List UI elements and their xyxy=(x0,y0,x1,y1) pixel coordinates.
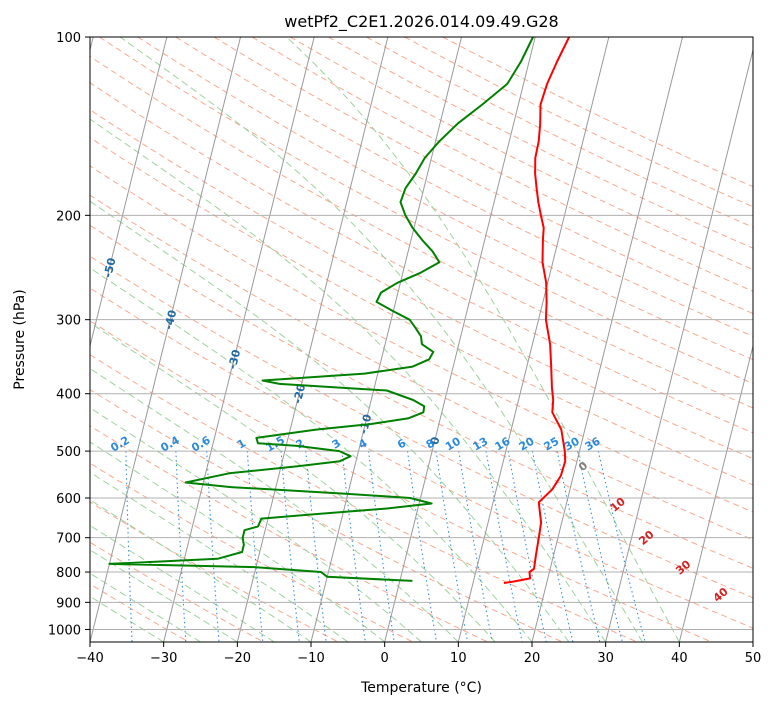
moist-adiabat-line xyxy=(90,441,386,642)
x-tick-label: 0 xyxy=(381,651,389,666)
isotherm-line xyxy=(90,37,242,642)
plot-frame xyxy=(89,36,754,643)
dry-adiabat-line xyxy=(90,136,753,486)
mixing-ratio-line xyxy=(406,451,437,642)
moist-adiabat-line xyxy=(90,549,238,642)
dry-adiabat-line xyxy=(175,37,753,337)
mixing-ratio-line xyxy=(368,451,395,642)
dry-adiabat-line xyxy=(90,109,753,460)
moist-adiabat-line xyxy=(90,524,275,642)
x-tick-label: −10 xyxy=(297,651,324,666)
x-tick-label: 20 xyxy=(524,651,541,666)
y-tick-label: 1000 xyxy=(48,623,81,638)
moist-adiabat-line xyxy=(90,595,164,642)
mixing-ratio-line xyxy=(305,451,327,642)
isotherm-line xyxy=(678,343,753,642)
isotherm-line xyxy=(605,47,753,642)
moist-adiabat-line xyxy=(90,368,459,642)
x-tick-label: 10 xyxy=(450,651,467,666)
x-tick-label: −40 xyxy=(76,651,103,666)
y-tick-label: 600 xyxy=(56,492,81,507)
mixing-ratio-line xyxy=(341,451,366,642)
dry-adiabat-line xyxy=(90,165,753,513)
x-tick-label: −30 xyxy=(150,651,177,666)
y-tick-label: 700 xyxy=(56,532,81,547)
isotherm-line xyxy=(163,37,315,642)
mixing-ratio-line xyxy=(577,450,623,642)
mixing-ratio-line xyxy=(556,450,601,642)
x-axis-label: Temperature (°C) xyxy=(360,680,482,696)
dry-adiabat-line xyxy=(90,287,753,629)
dry-adiabat-line xyxy=(90,55,753,409)
y-tick-label: 900 xyxy=(56,596,81,611)
isotherm-label: -50 xyxy=(101,256,119,279)
dry-adiabat-line xyxy=(90,320,712,642)
moist-adiabat-line xyxy=(90,322,496,642)
y-tick-label: 400 xyxy=(56,388,81,403)
isotherm-line xyxy=(236,37,389,642)
isotherm-label: 0 xyxy=(428,435,443,446)
isotherm-line xyxy=(384,37,536,642)
isotherm-label: -40 xyxy=(162,308,180,331)
mixing-ratio-line xyxy=(206,451,220,642)
isotherm-label: -20 xyxy=(291,382,309,405)
y-tick-label: 500 xyxy=(56,445,81,460)
dry-adiabat-line xyxy=(137,37,753,361)
dry-adiabat-line xyxy=(99,37,753,385)
moist-adiabat-line xyxy=(90,572,201,642)
chart-title: wetPf2_C2E1.2026.014.09.49.G28 xyxy=(284,12,558,32)
x-tick-label: 50 xyxy=(745,651,762,666)
mixing-ratio-line xyxy=(280,451,300,642)
isotherm-line xyxy=(531,37,684,642)
dry-adiabat-line xyxy=(90,194,753,541)
y-axis-label: Pressure (hPa) xyxy=(12,289,28,389)
y-tick-label: 800 xyxy=(56,566,81,581)
moist-adiabat-line xyxy=(286,37,680,642)
moist-adiabat-line xyxy=(90,471,349,642)
x-tick-label: 40 xyxy=(671,651,688,666)
dry-adiabat-line xyxy=(90,354,638,642)
mixing-ratio-line xyxy=(175,451,187,642)
temperature-profile-line xyxy=(503,37,570,584)
isotherm-line xyxy=(457,37,610,642)
mixing-ratio-line xyxy=(246,451,264,642)
isotherm-line xyxy=(90,37,168,348)
y-tick-label: 300 xyxy=(56,314,81,329)
dry-adiabat-line xyxy=(90,541,264,642)
isotherm-line xyxy=(310,37,463,642)
dewpoint-profile-line xyxy=(108,37,534,582)
dry-adiabat-line xyxy=(90,389,563,642)
x-tick-label: 30 xyxy=(597,651,614,666)
x-tick-label: −20 xyxy=(224,651,251,666)
y-tick-label: 100 xyxy=(56,31,81,46)
y-tick-label: 200 xyxy=(56,209,81,224)
moist-adiabat-line xyxy=(90,118,607,642)
dry-adiabat-line xyxy=(90,82,753,434)
isotherm-label: -30 xyxy=(226,348,244,371)
dry-adiabat-line xyxy=(90,255,753,599)
moist-adiabat-line xyxy=(90,267,533,642)
mixing-ratio-line xyxy=(597,450,646,642)
moist-adiabat-line xyxy=(119,37,643,642)
dry-adiabat-line xyxy=(90,425,488,642)
